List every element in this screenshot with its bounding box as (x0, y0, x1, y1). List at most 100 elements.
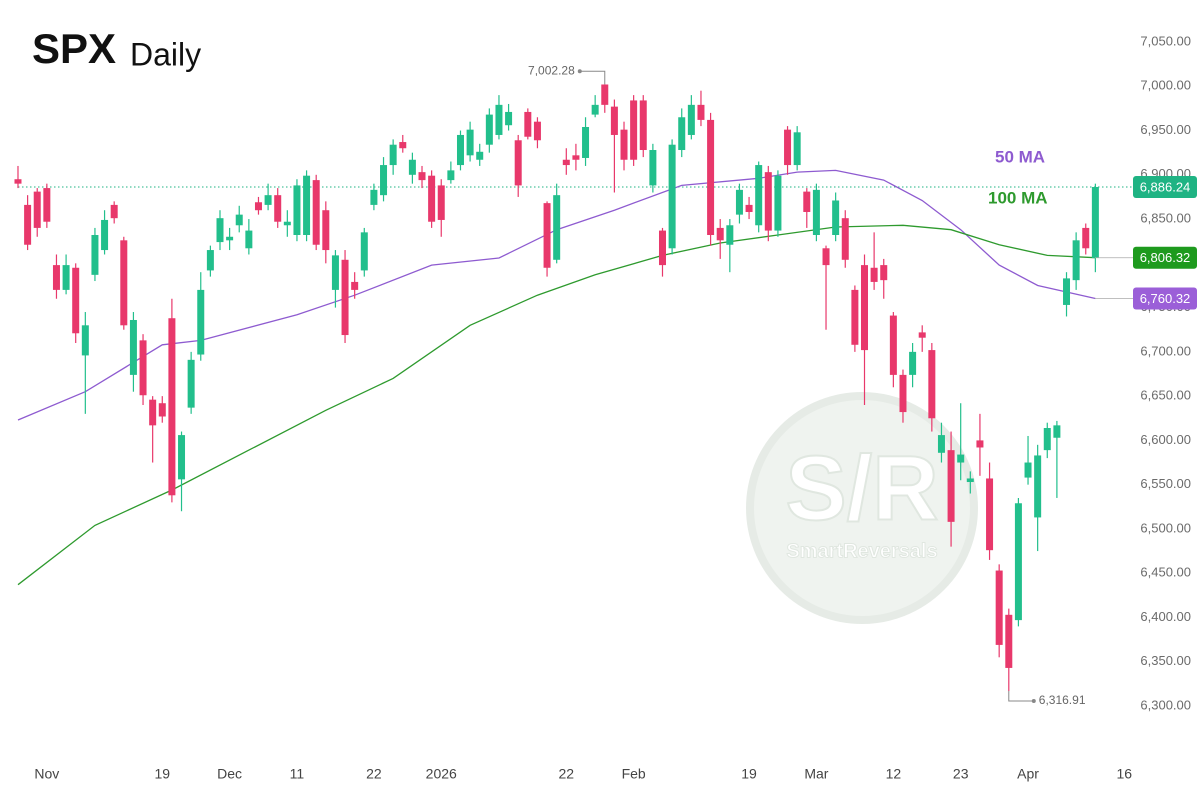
candle-body (428, 175, 436, 222)
candle-body (437, 185, 445, 220)
candle-body (370, 189, 378, 205)
candle-body (697, 104, 705, 120)
candle-body (832, 200, 840, 236)
candle-body (630, 100, 638, 160)
annotation-dot (1031, 699, 1036, 704)
candle-body (822, 248, 830, 266)
candle-body (206, 250, 214, 271)
candle-body (456, 134, 464, 166)
candle-body (966, 478, 974, 483)
price-box (1133, 175, 1197, 198)
legend-label: 100 MA (988, 188, 1048, 207)
candle-body (389, 144, 397, 166)
y-tick-label: 6,600.00 (1140, 432, 1191, 447)
candle-body (293, 185, 301, 236)
candle-body (1014, 503, 1022, 621)
y-tick-label: 6,850.00 (1140, 211, 1191, 226)
candle-body (572, 155, 580, 160)
y-tick-label: 6,550.00 (1140, 476, 1191, 491)
candle-body (986, 478, 994, 551)
candle-body (735, 189, 743, 215)
candle-body (283, 221, 291, 226)
candle-body (649, 150, 657, 186)
candle-body (197, 289, 205, 355)
candle-body (880, 265, 888, 281)
candle-body (1072, 240, 1080, 281)
candle-body (889, 315, 897, 375)
candle-body (129, 319, 137, 375)
candle-body (408, 159, 416, 175)
candle-body (610, 106, 618, 135)
candle-body (1034, 455, 1042, 518)
candle-body (784, 129, 792, 166)
candle-body (1063, 278, 1071, 305)
candle-body (466, 129, 474, 156)
annotation-label: 7,002.28 (528, 63, 575, 77)
y-tick-label: 6,400.00 (1140, 609, 1191, 624)
x-tick-label: Dec (217, 766, 242, 782)
candle-body (91, 235, 99, 275)
candle-body (360, 232, 368, 271)
candle-body (187, 359, 195, 408)
candle-body (562, 159, 570, 166)
y-tick-label: 7,000.00 (1140, 78, 1191, 93)
annotation-leader (1008, 691, 1034, 702)
candle-body (1043, 428, 1051, 451)
candle-body (485, 114, 493, 145)
candle-body (620, 129, 628, 160)
candle-body (52, 265, 60, 290)
watermark: S/R SmartReversals (746, 392, 978, 624)
candle-body (899, 374, 907, 413)
candle-body (658, 230, 666, 266)
candle-body (254, 202, 262, 211)
annotation-dot (577, 69, 582, 74)
candle-body (312, 180, 320, 245)
candle-body (43, 188, 51, 222)
candle-body (303, 175, 311, 236)
x-tick-label: Apr (1017, 766, 1039, 782)
chart-subtitle: Daily (130, 36, 201, 72)
candle-body (14, 179, 22, 184)
candle-body (81, 325, 89, 356)
candle-body (24, 204, 32, 245)
x-tick-label: Mar (804, 766, 828, 782)
y-tick-label: 7,050.00 (1140, 33, 1191, 48)
candle-body (716, 227, 724, 241)
candle-body (245, 230, 253, 249)
price-label: 6,806.32 (1140, 250, 1191, 265)
candle-body (331, 255, 339, 290)
x-tick-label: 2026 (426, 766, 457, 782)
y-tick-label: 6,300.00 (1140, 697, 1191, 712)
candle-body (264, 195, 272, 205)
candle-body (976, 440, 984, 448)
candle-body (707, 119, 715, 236)
candle-body (72, 267, 80, 334)
candle-body (168, 318, 176, 496)
candle-body (495, 104, 503, 135)
candle-body (755, 165, 763, 226)
candle-body (216, 218, 224, 243)
x-tick-label: Feb (622, 766, 646, 782)
y-tick-label: 6,950.00 (1140, 122, 1191, 137)
candle-body (274, 195, 282, 222)
candle-body (1005, 614, 1013, 668)
candle-body (745, 204, 753, 212)
candle-body (1091, 186, 1099, 259)
candle-body (1082, 227, 1090, 249)
candle-body (120, 240, 128, 326)
candle-body (543, 203, 551, 268)
candle-body (380, 165, 388, 196)
candle-body (928, 350, 936, 419)
candle-body (774, 175, 782, 231)
x-tick-label: 22 (559, 766, 575, 782)
candle-body (687, 104, 695, 135)
y-tick-label: 6,500.00 (1140, 520, 1191, 535)
candle-body (995, 570, 1003, 645)
annotation: 7,002.28 (528, 63, 606, 85)
candle-body (322, 210, 330, 251)
candle-body (399, 142, 407, 149)
candle-body (418, 172, 426, 181)
price-label: 6,886.24 (1140, 179, 1191, 194)
candle-body (726, 225, 734, 245)
